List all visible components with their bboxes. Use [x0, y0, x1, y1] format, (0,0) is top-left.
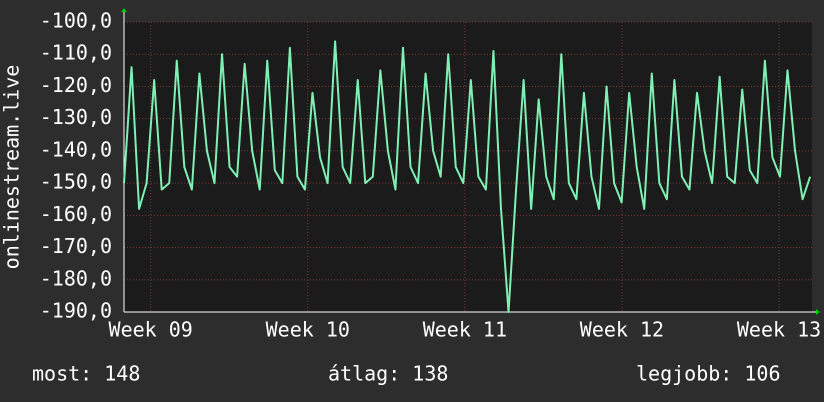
y-tick-label: -150,0	[40, 170, 112, 194]
x-tick-label: Week 11	[423, 318, 507, 342]
axis-arrow	[121, 8, 127, 12]
x-tick-label: Week 09	[109, 318, 193, 342]
y-tick-label: -120,0	[40, 73, 112, 97]
y-tick-label: -130,0	[40, 105, 112, 129]
y-tick-label: -180,0	[40, 266, 112, 290]
stat-label: most: 148	[32, 362, 140, 386]
data-line	[123, 40, 812, 313]
y-tick-label: -190,0	[40, 299, 112, 323]
x-tick-label: Week 10	[266, 318, 350, 342]
y-tick-label: -110,0	[40, 41, 112, 65]
x-tick-label: Week 12	[580, 318, 664, 342]
axis-arrow	[816, 309, 820, 315]
y-tick-label: -160,0	[40, 202, 112, 226]
stat-label: legjobb: 106	[636, 362, 781, 386]
y-tick-label: -100,0	[40, 9, 112, 33]
y-tick-label: -170,0	[40, 234, 112, 258]
stat-label: átlag: 138	[328, 362, 448, 386]
y-axis-label: onlinestream.live	[0, 65, 24, 270]
y-tick-label: -140,0	[40, 137, 112, 161]
x-tick-label: Week 13	[737, 318, 821, 342]
